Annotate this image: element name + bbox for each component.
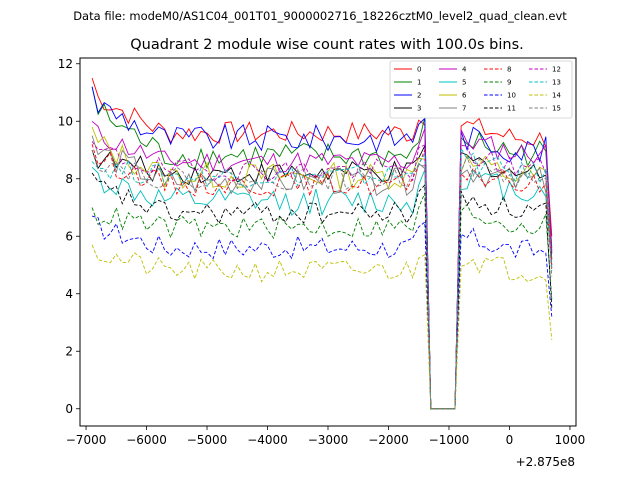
plot-lines: [91, 77, 553, 410]
legend-label-9: 9: [507, 79, 511, 87]
x-tick-label: −5000: [187, 433, 228, 447]
x-tick-label: −1000: [429, 433, 470, 447]
x-offset-label: +2.875e8: [516, 455, 575, 469]
x-tick-label: −7000: [66, 433, 107, 447]
legend-label-4: 4: [462, 66, 467, 74]
x-tick-label: 1000: [555, 433, 586, 447]
legend-label-6: 6: [462, 92, 467, 100]
x-tick-label: −6000: [126, 433, 167, 447]
legend-label-13: 13: [552, 79, 561, 87]
series-line-5: [91, 166, 553, 410]
series-line-13: [91, 146, 553, 410]
x-tick-label: −2000: [368, 433, 409, 447]
y-tick-label: 6: [65, 229, 73, 243]
series-line-7: [91, 135, 553, 410]
y-tick-label: 12: [58, 57, 73, 71]
suptitle: Data file: modeM0/AS1C04_001T01_90000027…: [73, 9, 567, 23]
series-line-15: [91, 149, 553, 410]
series-line-1: [91, 86, 553, 410]
series-line-0: [91, 77, 553, 410]
legend-label-7: 7: [462, 105, 466, 113]
series-line-2: [91, 86, 553, 410]
y-tick-label: 4: [65, 287, 73, 301]
series-line-10: [91, 215, 553, 410]
y-tick-label: 2: [65, 344, 73, 358]
x-axis: −7000 −6000 −5000 −4000 −3000 −2000 −1000 0 1000: [66, 426, 585, 447]
y-tick-label: 0: [65, 402, 73, 416]
legend-label-2: 2: [417, 92, 421, 100]
y-tick-label: 8: [65, 172, 73, 186]
legend-label-1: 1: [417, 79, 421, 87]
x-tick-label: 0: [506, 433, 514, 447]
legend-label-8: 8: [507, 66, 511, 74]
series-line-9: [91, 192, 553, 410]
legend-label-11: 11: [507, 105, 516, 113]
legend-label-10: 10: [507, 92, 516, 100]
x-tick-label: −4000: [247, 433, 288, 447]
legend-label-0: 0: [417, 66, 421, 74]
legend-label-3: 3: [417, 105, 421, 113]
y-axis: 0 2 4 6 8 10 12: [58, 57, 80, 416]
series-line-11: [91, 172, 553, 410]
series-line-14: [91, 244, 553, 410]
legend-label-12: 12: [552, 66, 561, 74]
chart-title: Quadrant 2 module wise count rates with …: [130, 37, 524, 53]
legend-label-14: 14: [552, 92, 561, 100]
legend-label-15: 15: [552, 105, 561, 113]
y-tick-label: 10: [58, 114, 73, 128]
legend-label-5: 5: [462, 79, 466, 87]
legend-box: [389, 60, 573, 119]
x-tick-label: −3000: [308, 433, 349, 447]
series-line-4: [91, 120, 553, 410]
series-line-12: [91, 141, 553, 410]
